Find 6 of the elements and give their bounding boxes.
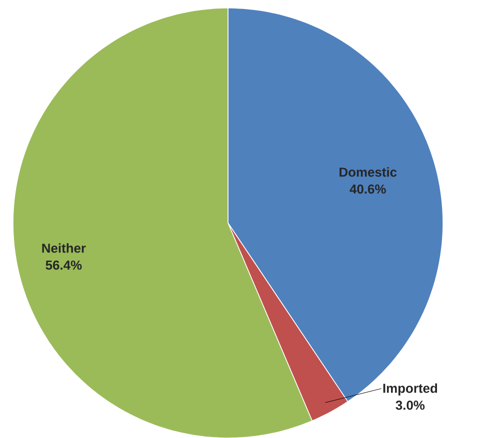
data-label: 3.0% [396,400,425,410]
slice-label: Imported [383,383,438,396]
slice-label: Neither [42,243,86,253]
slice-label: Domestic [340,167,397,177]
data-label: 40.6% [350,184,386,194]
data-label: 56.4% [46,260,82,270]
